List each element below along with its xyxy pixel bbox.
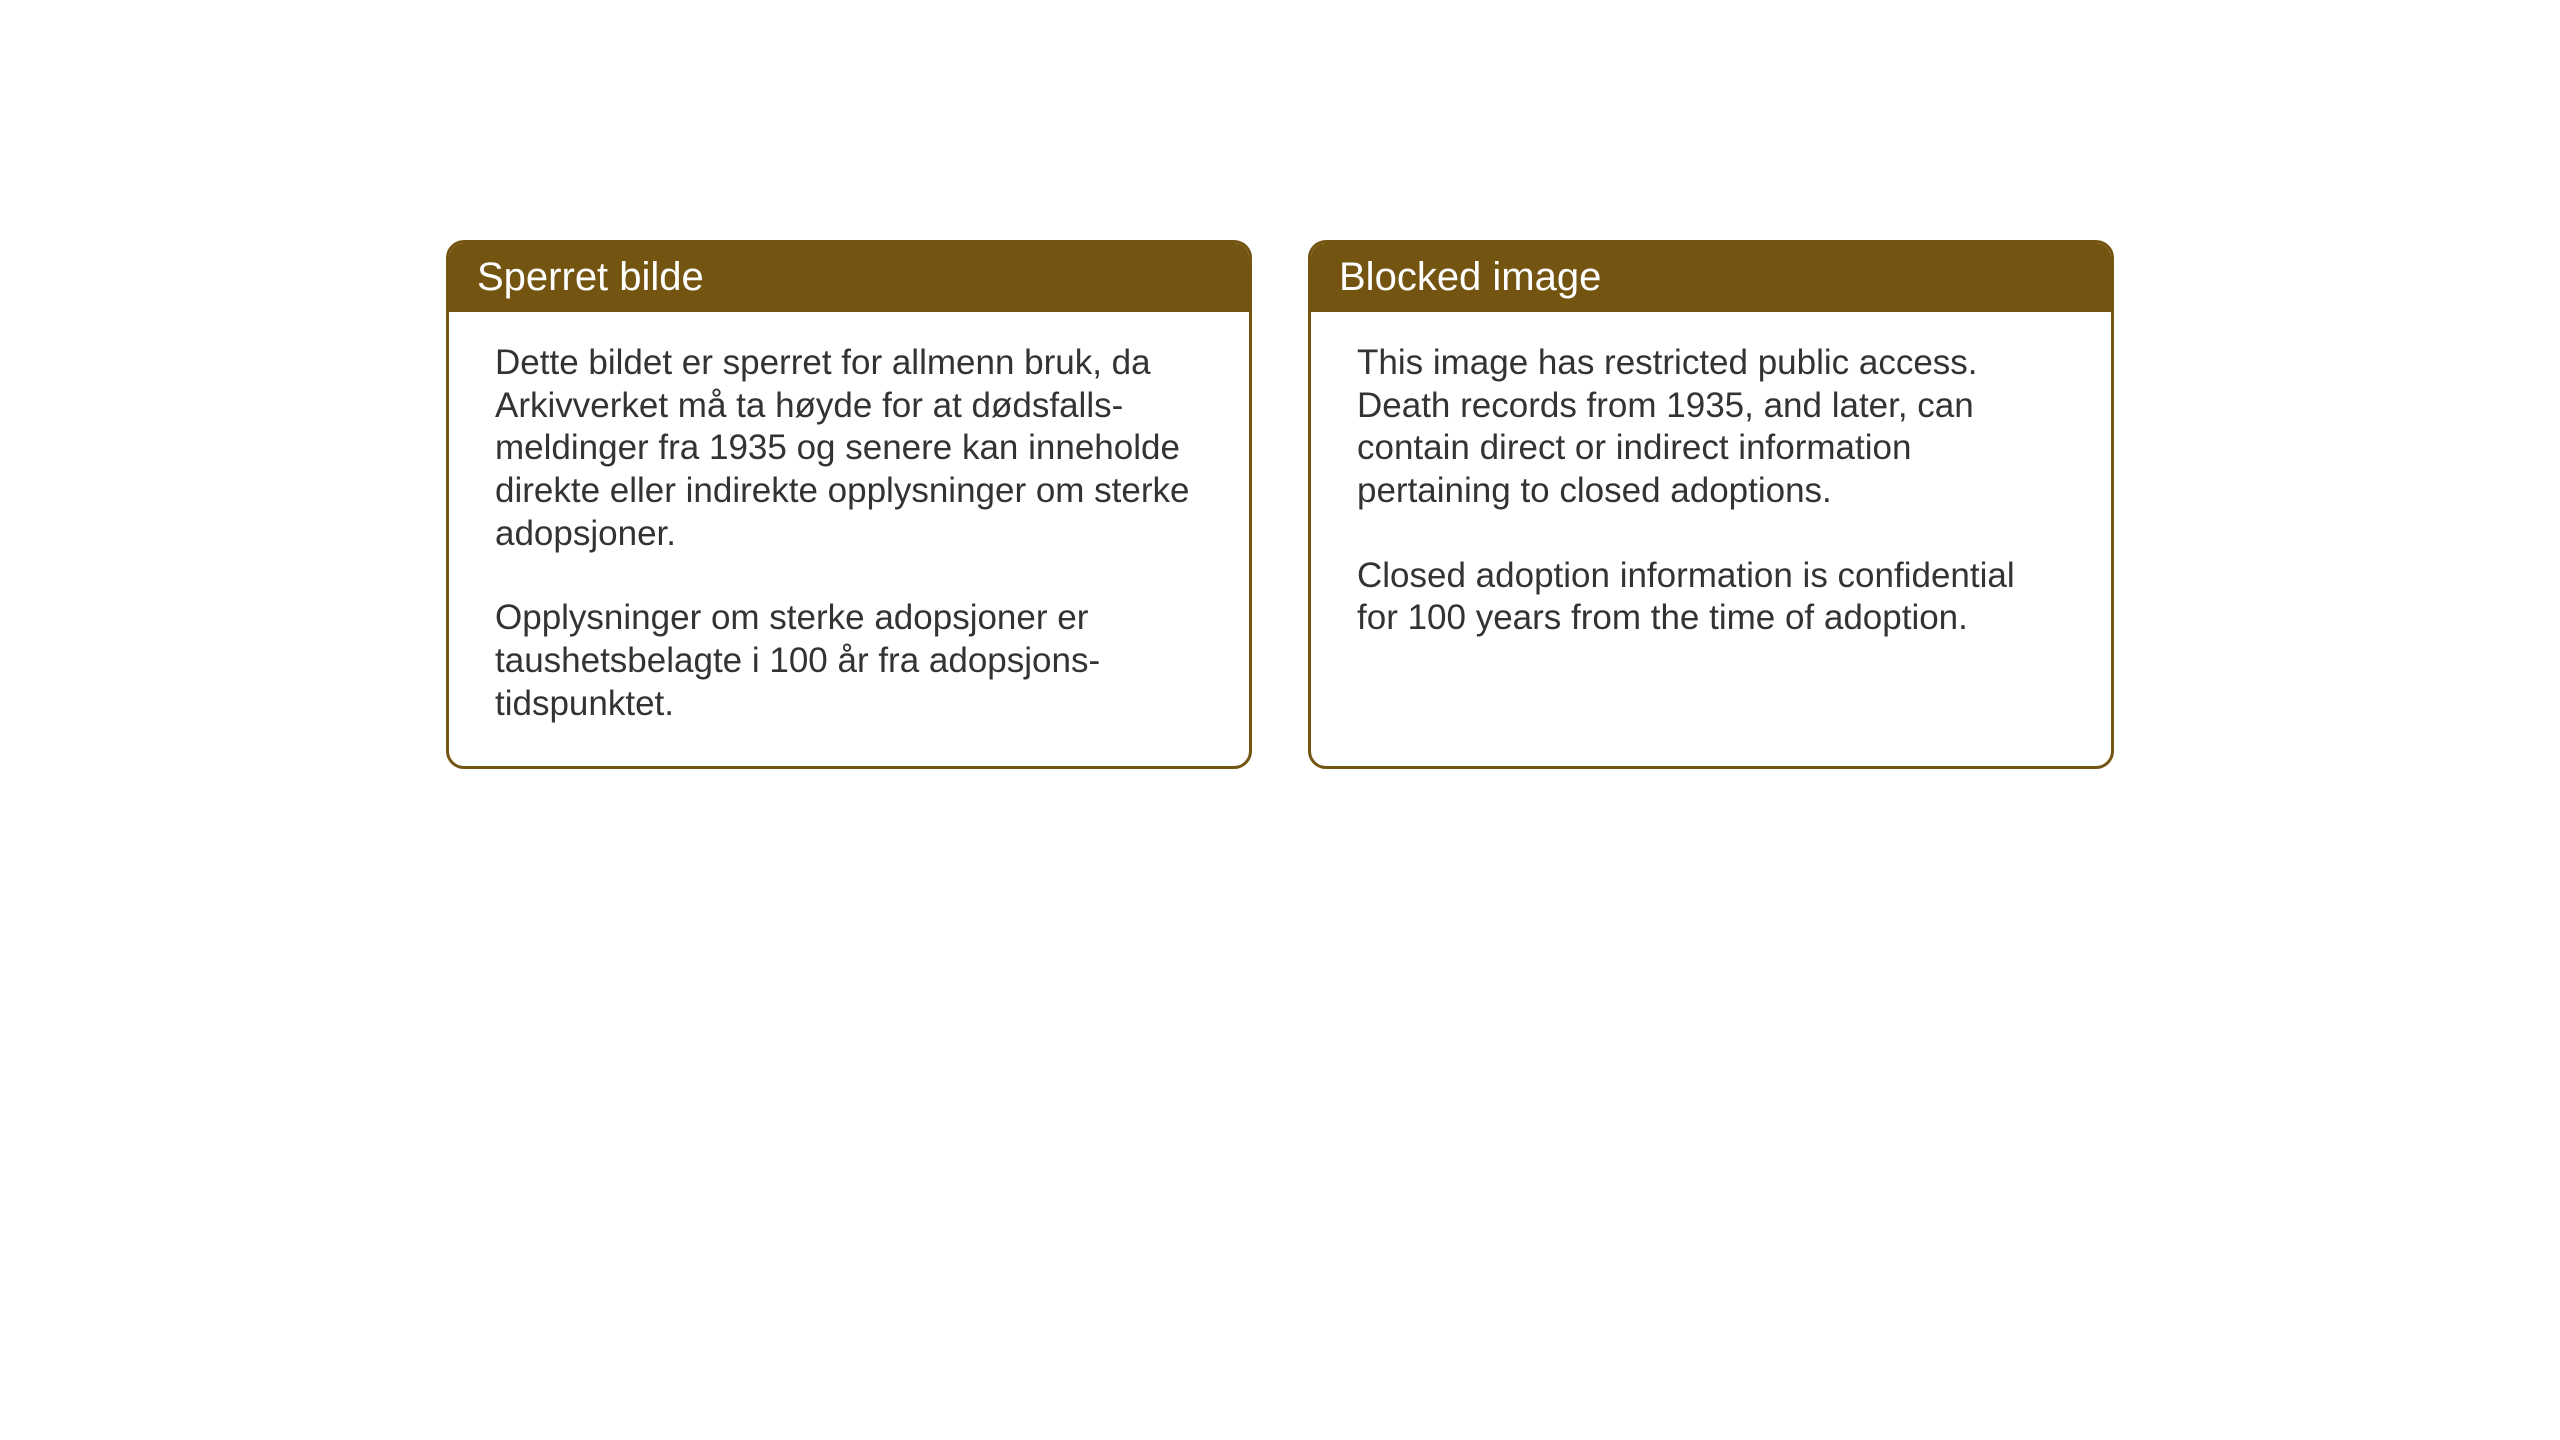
card-english-header: Blocked image	[1311, 243, 2111, 312]
card-english: Blocked image This image has restricted …	[1308, 240, 2114, 769]
card-norwegian-body: Dette bildet er sperret for allmenn bruk…	[449, 312, 1249, 766]
card-norwegian: Sperret bilde Dette bildet er sperret fo…	[446, 240, 1252, 769]
card-norwegian-paragraph-2: Opplysninger om sterke adopsjoner er tau…	[495, 597, 1203, 725]
card-norwegian-paragraph-1: Dette bildet er sperret for allmenn bruk…	[495, 342, 1203, 555]
card-english-paragraph-1: This image has restricted public access.…	[1357, 342, 2065, 513]
card-english-paragraph-2: Closed adoption information is confident…	[1357, 555, 2065, 640]
cards-container: Sperret bilde Dette bildet er sperret fo…	[446, 240, 2114, 769]
card-norwegian-header: Sperret bilde	[449, 243, 1249, 312]
card-english-body: This image has restricted public access.…	[1311, 312, 2111, 680]
